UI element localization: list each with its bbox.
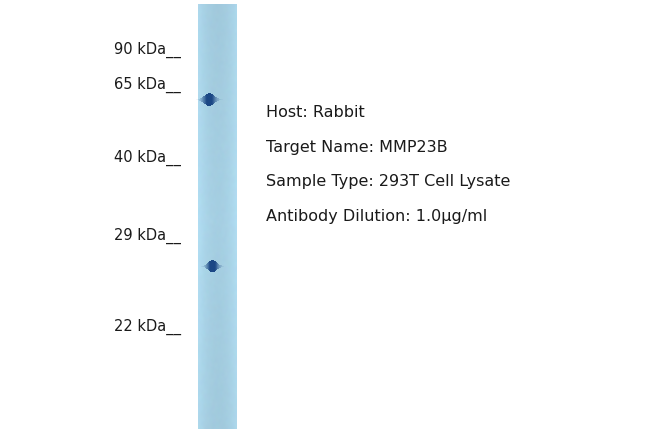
Text: 90 kDa__: 90 kDa__ [114,42,181,58]
Text: 40 kDa__: 40 kDa__ [114,150,181,166]
Text: Antibody Dilution: 1.0µg/ml: Antibody Dilution: 1.0µg/ml [266,209,488,224]
Text: 29 kDa__: 29 kDa__ [114,228,181,244]
Text: 22 kDa__: 22 kDa__ [114,319,181,335]
Text: Sample Type: 293T Cell Lysate: Sample Type: 293T Cell Lysate [266,174,511,189]
Text: Host: Rabbit: Host: Rabbit [266,105,365,120]
Text: Target Name: MMP23B: Target Name: MMP23B [266,140,448,155]
Text: 65 kDa__: 65 kDa__ [114,76,181,93]
